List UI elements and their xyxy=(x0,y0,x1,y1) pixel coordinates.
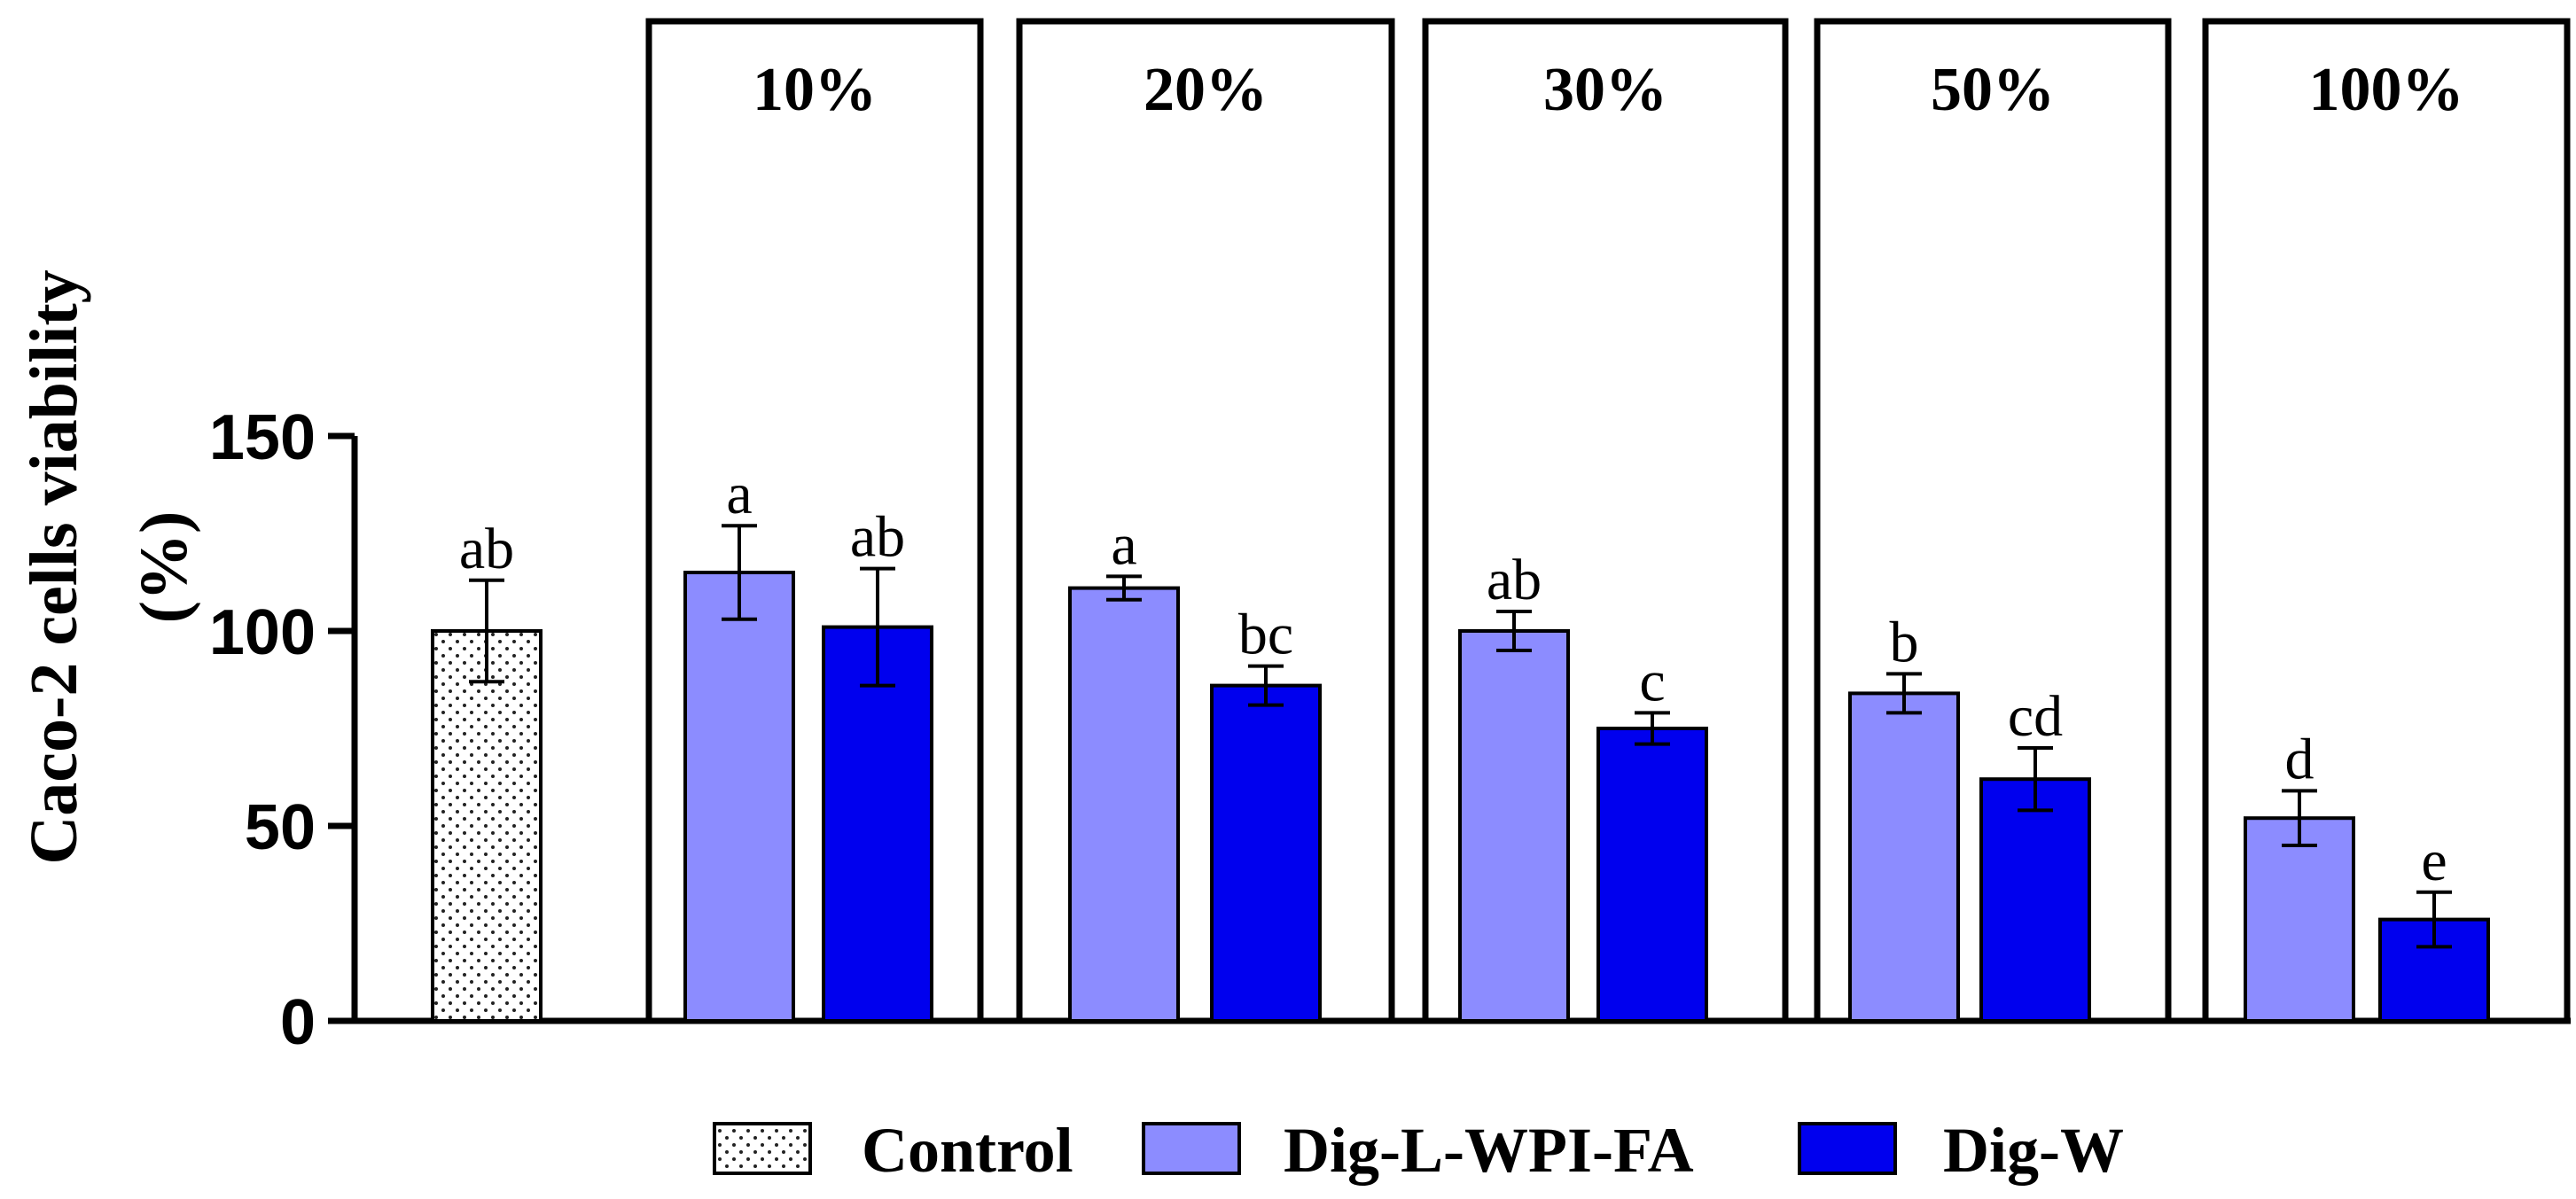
bars xyxy=(431,524,2490,1024)
y-tick-label-50: 50 xyxy=(245,792,316,863)
group-label-30%: 30% xyxy=(1543,56,1667,124)
bar-20%-Dig-W xyxy=(1210,683,1322,1023)
sig-label-50%-Dig-L-WPI-FA: b xyxy=(1890,610,1919,674)
group-box-100% xyxy=(2202,18,2571,1021)
group-box-20% xyxy=(1016,18,1395,1021)
bar-10%-Dig-L-WPI-FA xyxy=(683,571,795,1023)
bar-100%-Dig-L-WPI-FA xyxy=(2244,816,2355,1024)
legend: Control Dig-L-WPI-FA Dig-W xyxy=(713,1115,2124,1186)
y-tick-label-100: 100 xyxy=(209,597,316,668)
y-axis-title-unit: (%) xyxy=(127,511,201,624)
group-box-10% xyxy=(645,18,984,1021)
bar-30%-Dig-L-WPI-FA xyxy=(1458,629,1570,1023)
concentration-boxes xyxy=(645,18,2571,1021)
group-label-50%: 50% xyxy=(1931,56,2055,124)
sig-label-50%-Dig-W: cd xyxy=(2008,684,2063,749)
legend-swatch-Dig-L-WPI-FA xyxy=(1142,1122,1241,1175)
bar-50%-Dig-W xyxy=(1979,777,2091,1023)
y-axis-title: Caco-2 cells viability xyxy=(17,269,91,864)
sig-label-20%-Dig-W: bc xyxy=(1238,603,1293,667)
y-tick-label-0: 0 xyxy=(280,987,316,1058)
sig-label-100%-Dig-L-WPI-FA: d xyxy=(2285,727,2314,791)
sig-label-10%-Dig-L-WPI-FA: a xyxy=(726,462,752,526)
sig-label-control-Control: ab xyxy=(459,517,514,581)
sig-label-100%-Dig-W: e xyxy=(2421,829,2447,893)
group-label-10%: 10% xyxy=(753,56,877,124)
bar-30%-Dig-W xyxy=(1596,727,1708,1023)
group-label-20%: 20% xyxy=(1144,56,1268,124)
bar-20%-Dig-L-WPI-FA xyxy=(1068,586,1180,1023)
sig-label-30%-Dig-W: c xyxy=(1639,649,1665,713)
legend-label-Dig-L-WPI-FA: Dig-L-WPI-FA xyxy=(1284,1115,1694,1186)
sig-label-30%-Dig-L-WPI-FA: ab xyxy=(1487,548,1542,612)
bar-50%-Dig-L-WPI-FA xyxy=(1848,691,1960,1024)
y-tick-label-150: 150 xyxy=(209,402,316,473)
group-box-30% xyxy=(1422,18,1789,1021)
legend-label-Dig-W: Dig-W xyxy=(1943,1115,2124,1186)
axes: 0 50 100 150 Caco-2 cells viability (%) xyxy=(17,269,2571,1058)
sig-label-20%-Dig-L-WPI-FA: a xyxy=(1111,512,1136,577)
legend-label-Control: Control xyxy=(862,1115,1073,1186)
group-label-100%: 100% xyxy=(2309,56,2464,124)
sig-label-10%-Dig-W: ab xyxy=(850,505,905,570)
legend-swatch-Dig-W xyxy=(1798,1122,1897,1175)
legend-swatch-Control xyxy=(713,1122,812,1175)
bar-control-Control xyxy=(431,629,543,1023)
group-box-50% xyxy=(1814,18,2172,1021)
